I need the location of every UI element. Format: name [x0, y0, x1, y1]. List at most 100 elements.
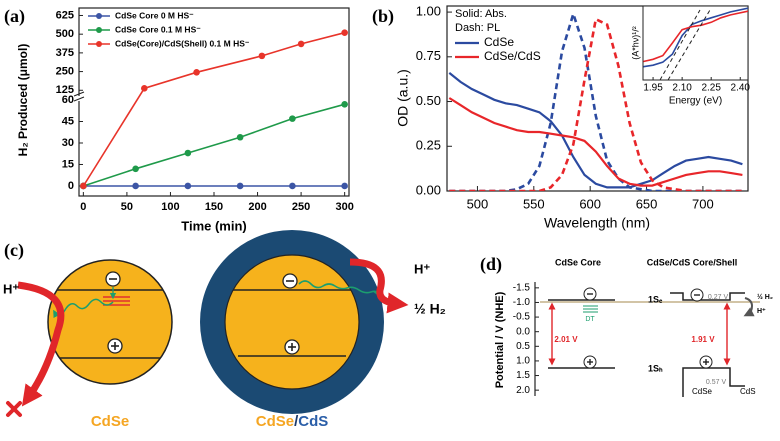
series-line: [83, 103, 345, 187]
x-tick-label: 200: [248, 201, 266, 213]
legend-label: CdSe: [484, 35, 514, 49]
axis-break: [73, 91, 85, 97]
inset-x-label: Energy (eV): [669, 96, 722, 107]
product-label: ½ H₂: [757, 293, 773, 301]
y-tick-label: 1.00: [416, 4, 441, 19]
x-tick-label: 50: [121, 201, 133, 213]
gap-label: 2.01 V: [554, 335, 578, 344]
point: [341, 29, 348, 36]
product-label: ½ H₂: [414, 301, 446, 317]
hole-icon: [107, 338, 123, 354]
y-tick-label: -1.0: [513, 297, 531, 308]
y-tick-label: 0.25: [416, 138, 441, 153]
material-label: CdS: [740, 387, 756, 396]
point: [141, 85, 148, 92]
y-tick-label: 0.75: [416, 48, 441, 63]
inset-tick-label: 2.10: [672, 83, 692, 94]
shell-name: CdS: [298, 413, 328, 430]
inset-tick-label: 1.95: [643, 83, 663, 94]
y-tick-label: 45: [62, 115, 74, 127]
y-tick-label: 250: [56, 65, 74, 77]
point: [258, 52, 266, 60]
panel-label: (b): [372, 6, 394, 27]
particle-label: CdSe: [91, 413, 129, 430]
material-label: CdSe: [692, 387, 713, 396]
x-tick-label: 700: [692, 196, 714, 211]
proton-label: H⁺: [757, 308, 766, 315]
point: [80, 182, 87, 190]
point: [236, 182, 244, 190]
column-title: CdSe/CdS Core/Shell: [647, 257, 738, 267]
y-tick-label: 0.0: [516, 326, 530, 337]
legend-marker: [96, 13, 102, 19]
x-tick-label: 550: [523, 196, 545, 211]
electron-path: [298, 280, 381, 298]
y-tick-label: 1.5: [516, 370, 530, 381]
point: [341, 100, 348, 108]
cdse-particle: [47, 259, 173, 385]
panel-b: (b) Wavelength (nm) OD (a.u.) Solid: Abs…: [372, 4, 750, 231]
x-tick-label: 100: [161, 201, 179, 213]
x-axis-label: Time (min): [181, 218, 247, 233]
electron-icon: [690, 288, 704, 302]
point: [341, 182, 348, 190]
axis-break: [73, 96, 85, 102]
y-tick-label: 1.0: [516, 356, 530, 367]
offset-label: 0.27 V: [708, 294, 729, 301]
y-tick-label: -1.5: [513, 282, 531, 293]
point: [132, 165, 139, 173]
y-tick-label: 15: [62, 158, 74, 170]
x-tick-label: 150: [205, 201, 223, 213]
panel-label: (a): [4, 6, 25, 27]
proton-arrow: [349, 258, 409, 314]
reaction-arrow: [743, 297, 755, 317]
y-tick-label: 125: [56, 84, 74, 96]
pl-line: [449, 9, 743, 191]
y-axis-label: OD (a.u.): [395, 69, 411, 127]
separator: /: [294, 413, 299, 430]
gap-label: 1.91 V: [691, 335, 715, 344]
legend-label: CdSe/CdS: [484, 49, 541, 63]
y-tick-label: 0.50: [416, 93, 441, 108]
legend-marker: [96, 41, 102, 47]
x-tick-label: 0: [80, 201, 86, 213]
particle-label: CdSe/CdS: [256, 413, 329, 430]
x-tick-label: 600: [579, 196, 601, 211]
y-tick-label: 0.00: [416, 182, 441, 197]
inset-tick-label: 2.25: [701, 83, 721, 94]
y-tick-label: 375: [56, 47, 74, 59]
y-tick-label: 30: [62, 137, 74, 149]
y-tick-label: 500: [56, 28, 74, 40]
shell-valence-band: [682, 367, 745, 397]
point: [289, 115, 296, 122]
inset-tick-label: 2.40: [731, 83, 751, 94]
y-tick-label: -0.5: [513, 312, 531, 323]
panel-a: (a) Time (min) H₂ Produced (μmol) 0 15 30 4…: [4, 6, 354, 233]
hole-icon: [583, 355, 597, 369]
legend-label: CdSe(Core)/CdS(Shell) 0.1 M HS⁻: [115, 38, 250, 48]
electron-icon: [105, 271, 121, 287]
y-tick-label: 0: [68, 180, 74, 192]
trap-states: [583, 305, 598, 313]
annotation: Solid: Abs.: [455, 8, 507, 20]
point: [184, 182, 192, 190]
shell-conduction-band: [670, 292, 745, 301]
legend-marker: [96, 27, 102, 33]
point: [132, 182, 139, 190]
absorbance-line: [448, 72, 743, 189]
blocked-icon: [6, 401, 22, 417]
hole-icon: [699, 355, 713, 369]
point: [289, 182, 296, 190]
panel-label: (d): [480, 254, 502, 275]
inset-y-label: (A*hν)¹/²: [630, 26, 640, 60]
annotation: Dash: PL: [455, 22, 500, 34]
legend-label: CdSe Core 0 M HS⁻: [115, 10, 194, 20]
y-tick-label: 0.5: [516, 341, 530, 352]
x-tick-label: 300: [335, 201, 353, 213]
plot-frame: [78, 7, 350, 197]
point: [193, 69, 200, 76]
electron-icon: [282, 273, 298, 289]
